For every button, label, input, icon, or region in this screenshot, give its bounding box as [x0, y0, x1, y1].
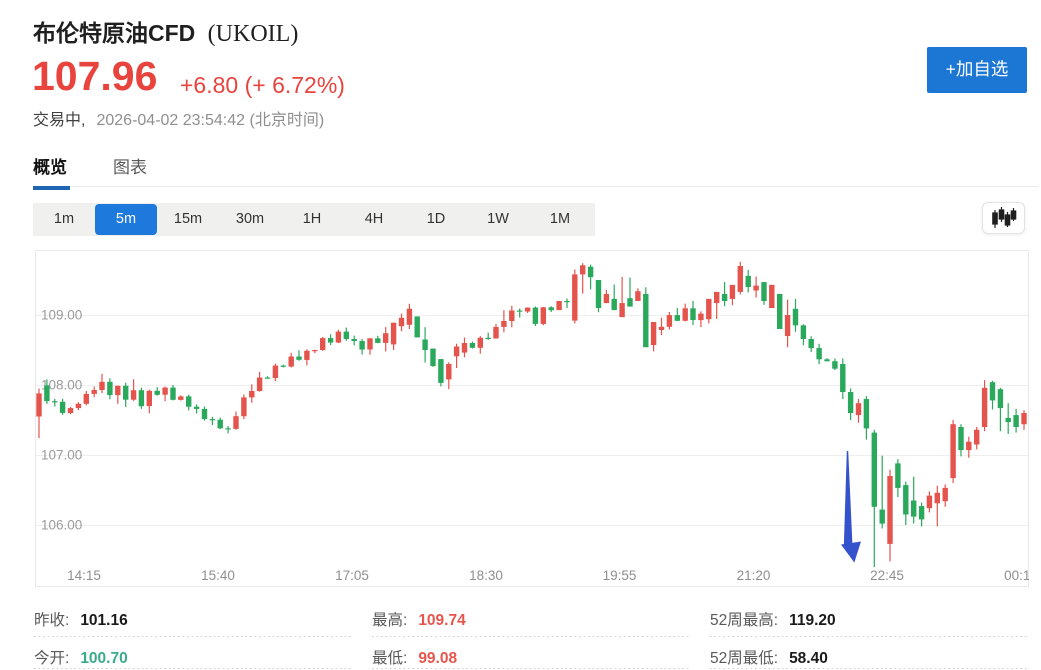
- svg-text:18:30: 18:30: [469, 568, 503, 583]
- svg-text:21:20: 21:20: [737, 568, 771, 583]
- svg-text:14:15: 14:15: [67, 568, 101, 583]
- svg-text:106.00: 106.00: [41, 518, 82, 533]
- svg-text:15:40: 15:40: [201, 568, 235, 583]
- svg-text:22:45: 22:45: [870, 568, 904, 583]
- svg-text:109.00: 109.00: [41, 308, 82, 323]
- svg-text:107.00: 107.00: [41, 448, 82, 463]
- svg-text:19:55: 19:55: [603, 568, 637, 583]
- svg-text:00:10: 00:10: [1004, 568, 1029, 583]
- svg-text:17:05: 17:05: [335, 568, 369, 583]
- svg-text:108.00: 108.00: [41, 378, 82, 393]
